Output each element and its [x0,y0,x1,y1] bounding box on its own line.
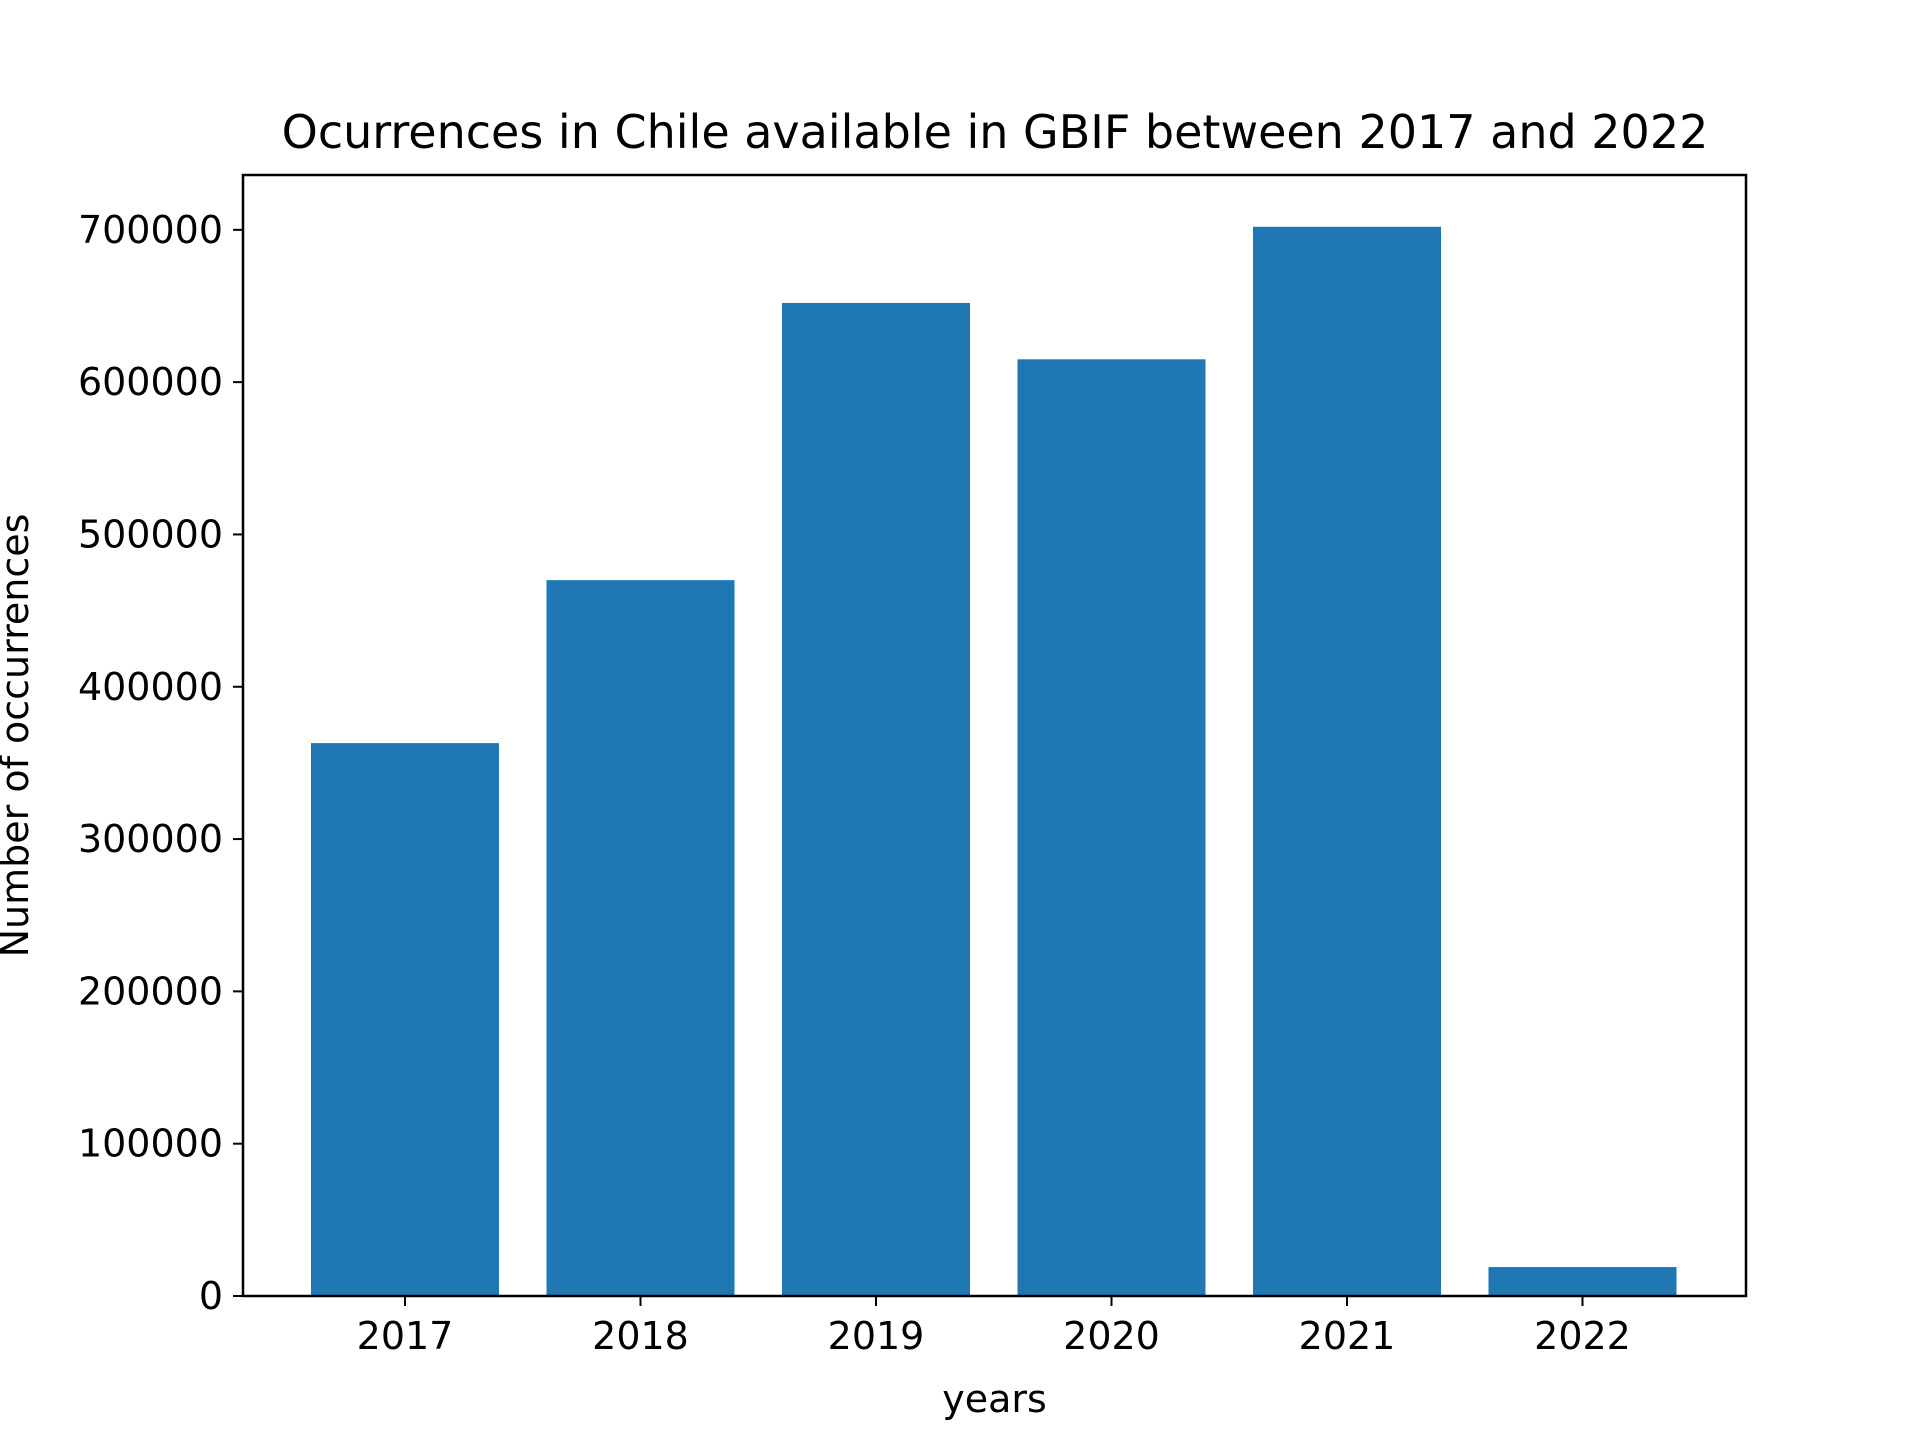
x-tick-label-2017: 2017 [357,1314,454,1358]
bar-2022 [1488,1267,1677,1296]
x-tick-label-2020: 2020 [1063,1314,1160,1358]
y-tick-label-500000: 500000 [78,512,223,556]
y-tick-label-0: 0 [199,1274,223,1318]
y-tick-label-700000: 700000 [78,208,223,252]
plot-frame [241,173,1748,1298]
y-tick-label-400000: 400000 [78,665,223,709]
x-axis-ticks: 2017 2018 2019 2020 2021 2022 [357,1296,1631,1358]
y-axis-ticks: 0 100000 200000 300000 400000 500000 600000 700… [78,208,243,1318]
bars-group [311,226,1677,1297]
bar-2021 [1253,226,1441,1297]
chart-title: Ocurrences in Chile available in GBIF be… [282,105,1709,159]
y-axis-label: Number of occurrences [0,514,37,958]
bar-2018 [546,580,735,1296]
x-tick-label-2018: 2018 [592,1314,689,1358]
bar-2019 [782,302,970,1297]
y-tick-label-200000: 200000 [78,969,223,1013]
y-tick-label-100000: 100000 [78,1122,223,1166]
x-tick-label-2021: 2021 [1299,1314,1396,1358]
bar-2020 [1017,359,1206,1297]
y-tick-label-600000: 600000 [78,360,223,404]
x-tick-label-2019: 2019 [828,1314,925,1358]
y-tick-label-300000: 300000 [78,817,223,861]
x-tick-label-2022: 2022 [1534,1314,1631,1358]
bar-2017 [311,743,499,1296]
x-axis-label: years [942,1377,1047,1421]
